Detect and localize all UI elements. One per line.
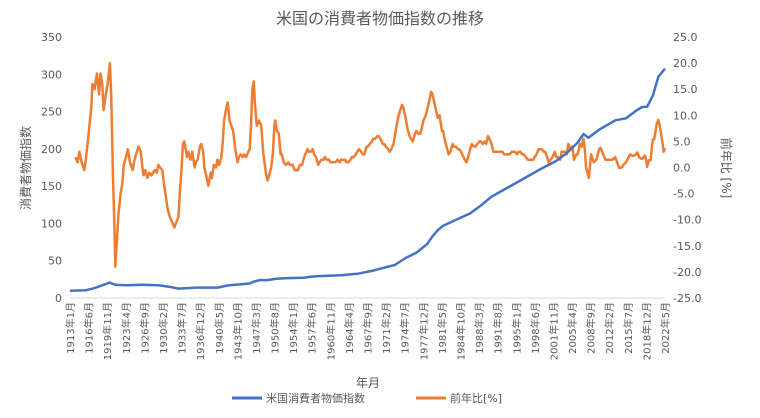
x-tick-label: 2012年2月 xyxy=(603,302,616,354)
x-tick-label: 2008年9月 xyxy=(585,302,598,354)
right-axis-ticks: -25.0 -20.0 -15.0 -10.0 -5.0 0.0 5.0 10.0 15.0 20… xyxy=(673,31,701,305)
x-tick-label: 1984年10月 xyxy=(455,302,468,360)
left-tick-label: 150 xyxy=(41,180,62,193)
left-tick-label: 350 xyxy=(41,31,62,44)
x-tick-label: 1967年9月 xyxy=(362,302,375,354)
right-tick-label: -10.0 xyxy=(673,214,701,227)
x-tick-label: 1960年11月 xyxy=(324,302,337,360)
x-tick-label: 1940年5月 xyxy=(213,302,226,354)
left-axis-ticks: 0 50 100 150 200 250 300 350 xyxy=(41,31,62,305)
x-tick-label: 1957年6月 xyxy=(306,302,319,354)
yoy-change-line xyxy=(74,61,667,268)
legend-label-yoy: 前年比[%] xyxy=(450,391,502,405)
cpi-index-line xyxy=(69,67,666,292)
x-tick-label: 2022年5月 xyxy=(659,302,672,354)
left-tick-label: 100 xyxy=(41,217,62,230)
x-tick-label: 1998年6月 xyxy=(529,302,542,354)
series-layer xyxy=(69,61,667,292)
x-tick-label: 1926年9月 xyxy=(138,302,151,354)
x-tick-label: 1991年8月 xyxy=(492,302,505,354)
plot-area: 0 50 100 150 200 250 300 350 -25.0 -20.0 -15.0 -10… xyxy=(41,31,701,360)
right-tick-label: 20.0 xyxy=(673,57,698,70)
left-tick-label: 50 xyxy=(48,255,62,268)
x-tick-label: 1923年4月 xyxy=(120,302,133,354)
right-tick-label: 5.0 xyxy=(673,135,691,148)
x-tick-label: 1964年4月 xyxy=(343,302,356,354)
x-tick-label: 2018年12月 xyxy=(640,302,653,360)
x-tick-label: 1950年8月 xyxy=(269,302,282,354)
x-axis-ticks: 1913年1月 1916年6月 1919年11月 1923年4月 1926年9月 1930… xyxy=(64,302,672,360)
x-tick-label: 1916年6月 xyxy=(83,302,96,354)
x-tick-label: 1930年2月 xyxy=(157,302,170,354)
right-tick-label: 15.0 xyxy=(673,83,698,96)
legend: 米国消費者物価指数 前年比[%] xyxy=(232,391,502,405)
x-tick-label: 1988年3月 xyxy=(473,302,486,354)
chart-title: 米国の消費者物価指数の推移 xyxy=(276,9,484,28)
right-tick-label: 0.0 xyxy=(673,162,691,175)
right-axis-title: 前年比 [%] xyxy=(719,138,734,199)
x-tick-label: 1971年2月 xyxy=(380,302,393,354)
right-tick-label: 10.0 xyxy=(673,109,698,122)
x-tick-label: 1981年5月 xyxy=(436,302,449,354)
x-tick-label: 1936年12月 xyxy=(194,302,207,360)
x-axis-title: 年月 xyxy=(356,376,380,390)
left-axis-title: 消費者物価指数 xyxy=(18,126,33,210)
right-tick-label: -20.0 xyxy=(673,266,701,279)
x-tick-label: 1954年1月 xyxy=(287,302,300,354)
right-tick-label: 25.0 xyxy=(673,31,698,44)
x-tick-label: 2015年7月 xyxy=(622,302,635,354)
x-tick-label: 1919年11月 xyxy=(101,302,114,360)
right-tick-label: -5.0 xyxy=(673,188,694,201)
x-tick-label: 2001年11月 xyxy=(547,302,560,360)
left-tick-label: 300 xyxy=(41,68,62,81)
right-tick-label: -25.0 xyxy=(673,292,701,305)
x-tick-label: 1943年10月 xyxy=(231,302,244,360)
x-tick-label: 2005年4月 xyxy=(566,302,579,354)
x-tick-label: 1977年12月 xyxy=(417,302,430,360)
x-tick-label: 1913年1月 xyxy=(64,302,77,354)
x-tick-label: 1947年3月 xyxy=(250,302,263,354)
x-tick-label: 1995年1月 xyxy=(510,302,523,354)
left-tick-label: 250 xyxy=(41,106,62,119)
right-tick-label: -15.0 xyxy=(673,240,701,253)
left-tick-label: 0 xyxy=(55,292,62,305)
x-tick-label: 1974年7月 xyxy=(399,302,412,354)
legend-label-cpi: 米国消費者物価指数 xyxy=(266,391,365,405)
x-tick-label: 1933年7月 xyxy=(176,302,189,354)
left-tick-label: 200 xyxy=(41,143,62,156)
